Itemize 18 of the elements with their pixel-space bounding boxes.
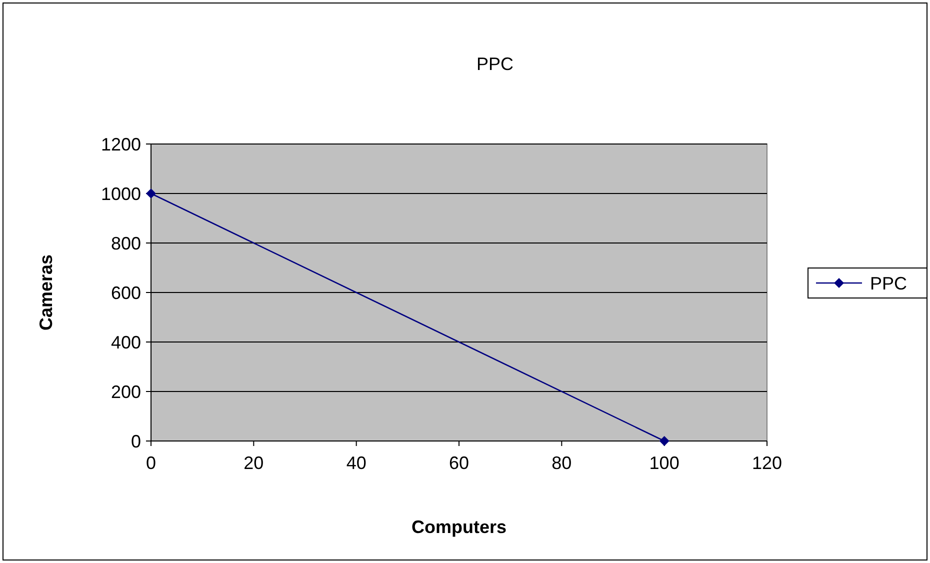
x-tick-label: 20 [244,453,264,473]
y-axis-title: Cameras [36,254,56,331]
x-tick-label: 0 [146,453,156,473]
x-tick-label: 60 [448,453,470,473]
y-tick-label: 1200 [100,134,141,154]
y-tick-label: 600 [110,282,141,303]
y-tick-label: 0 [130,431,141,452]
x-tick-label: 100 [649,453,680,473]
x-tick-label: 120 [752,453,782,473]
x-axis-title: Computers [411,517,507,537]
x-tick-label: 80 [552,453,572,473]
y-tick-label: 1000 [100,184,141,204]
y-tick-label: 400 [110,332,141,352]
chart-title: PPC [476,54,514,74]
y-tick-label: 800 [110,233,141,254]
y-tick-label: 200 [110,382,141,402]
x-tick-label: 40 [346,453,366,473]
legend-label: PPC [870,273,908,294]
